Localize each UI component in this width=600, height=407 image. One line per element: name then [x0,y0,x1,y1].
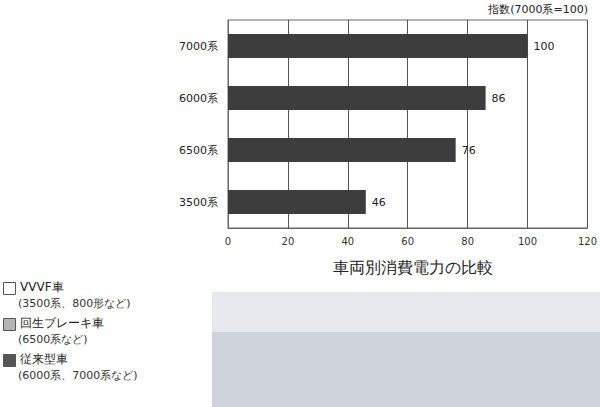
svg-text:120: 120 [578,236,597,247]
svg-text:40: 40 [341,236,354,247]
svg-text:100: 100 [534,40,555,53]
svg-text:3500系: 3500系 [179,196,218,209]
svg-text:(3500系、800形など): (3500系、800形など) [18,297,131,310]
svg-text:VVVF車: VVVF車 [20,280,64,294]
svg-text:7000系: 7000系 [179,40,218,53]
svg-text:6500系: 6500系 [179,144,218,157]
svg-text:80: 80 [461,236,474,247]
svg-text:従来型車: 従来型車 [20,352,68,366]
svg-text:6000系: 6000系 [179,92,218,105]
svg-text:60: 60 [401,236,414,247]
svg-text:46: 46 [372,196,386,209]
svg-text:指数(7000系=100): 指数(7000系=100) [487,3,588,16]
svg-text:回生ブレーキ車: 回生ブレーキ車 [20,316,104,330]
svg-text:76: 76 [462,144,476,157]
svg-text:車両別消費電力の比較: 車両別消費電力の比較 [333,258,493,277]
svg-text:0: 0 [225,236,231,247]
svg-text:(6500系など): (6500系など) [18,333,88,346]
svg-text:100: 100 [518,236,537,247]
svg-text:20: 20 [282,236,295,247]
svg-text:86: 86 [492,92,506,105]
svg-text:(6000系、7000系など): (6000系、7000系など) [18,369,138,382]
